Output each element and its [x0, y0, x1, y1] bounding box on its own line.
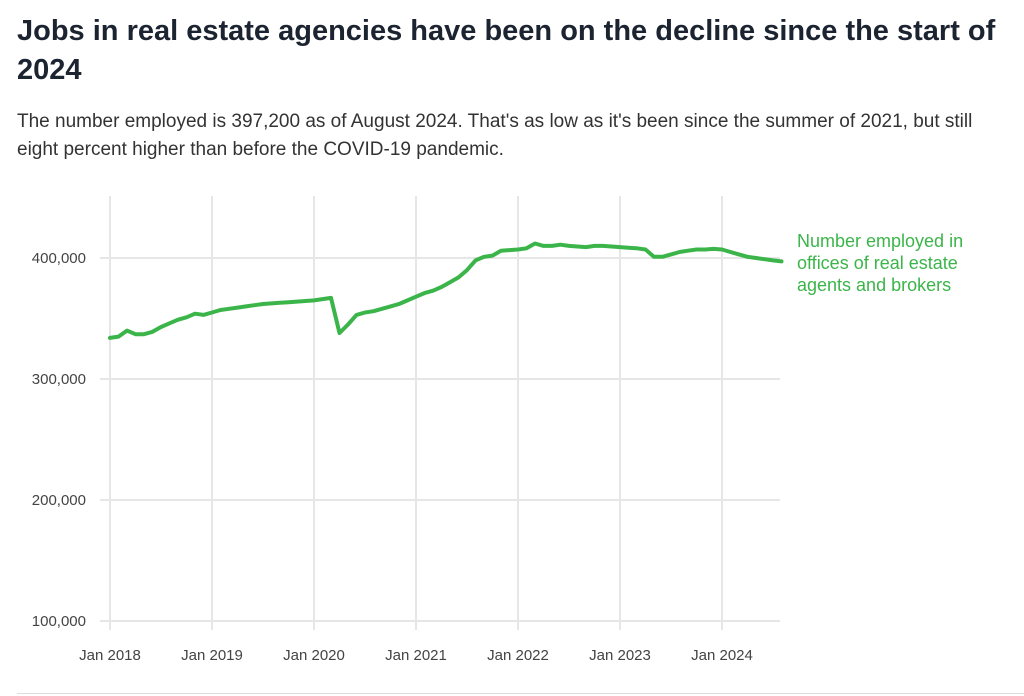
y-tick-label: 400,000 — [32, 250, 86, 267]
chart-subtitle: The number employed is 397,200 as of Aug… — [17, 111, 973, 160]
y-tick-label: 100,000 — [32, 613, 86, 630]
x-tick-label: Jan 2023 — [589, 647, 651, 664]
y-tick-label: 200,000 — [32, 492, 86, 509]
series-label: Number employed in offices of real estate… — [797, 231, 963, 295]
x-tick-label: Jan 2018 — [79, 647, 141, 664]
x-tick-label: Jan 2020 — [283, 647, 345, 664]
x-tick-label: Jan 2019 — [181, 647, 243, 664]
series-line-employment — [108, 241, 784, 340]
y-axis-labels: 100,000 200,000 300,000 400,000 — [32, 250, 86, 630]
y-tick-label: 300,000 — [32, 371, 86, 388]
y-gridlines — [100, 257, 780, 622]
x-tick-label: Jan 2024 — [691, 647, 753, 664]
x-tick-label: Jan 2021 — [385, 647, 447, 664]
bottom-divider — [17, 693, 1024, 694]
series-label-line: Number employed in — [797, 231, 963, 251]
series-label-line: agents and brokers — [797, 275, 951, 295]
series-label-line: offices of real estate — [797, 253, 958, 273]
x-gridlines — [109, 196, 723, 630]
x-tick-label: Jan 2022 — [487, 647, 549, 664]
x-axis-labels: Jan 2018 Jan 2019 Jan 2020 Jan 2021 Jan 2022… — [79, 647, 753, 664]
chart-title: Jobs in real estate agencies have been o… — [17, 15, 996, 86]
